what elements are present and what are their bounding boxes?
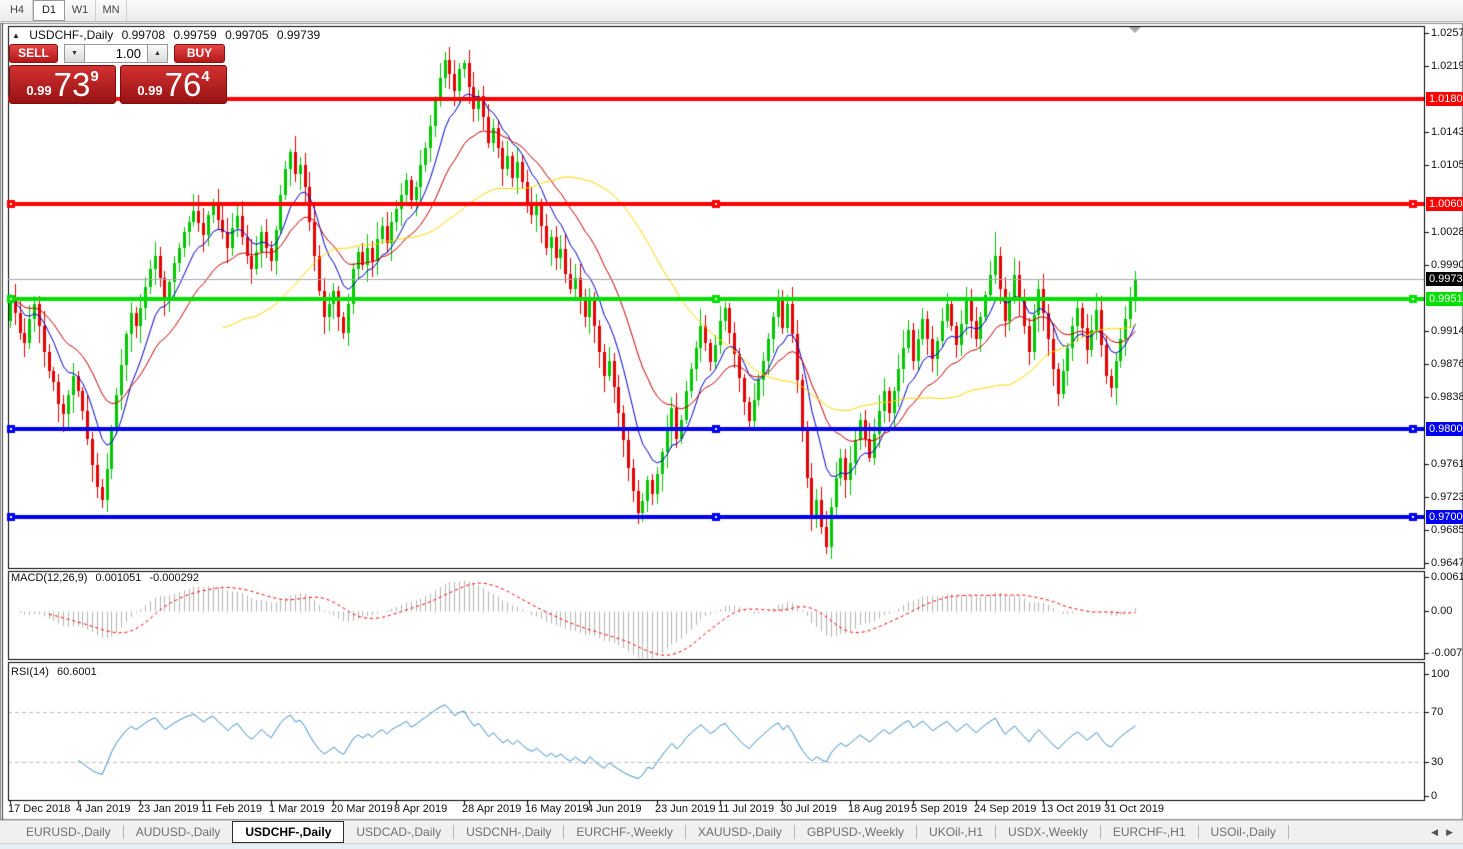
timeframe-h4[interactable]: H4 xyxy=(2,0,33,21)
symbol-tab-eurchf-weekly[interactable]: EURCHF-,Weekly xyxy=(576,825,673,839)
symbol-tab-eurchf-h1[interactable]: EURCHF-,H1 xyxy=(1112,825,1186,839)
symbol-tab-gbpusd-weekly[interactable]: GBPUSD-,Weekly xyxy=(806,825,905,839)
one-click-trading-panel: SELL ▼ 1.00 ▲ BUY 0.99 73 9 0.99 76 4 xyxy=(9,44,231,104)
volume-increase-button[interactable]: ▲ xyxy=(147,44,168,63)
sell-price-big: 73 xyxy=(53,66,91,103)
timeframe-w1[interactable]: W1 xyxy=(65,0,96,21)
timeframe-toolbar: H4 D1 W1 MN xyxy=(0,0,1463,22)
symbol-tab-xauusd-daily[interactable]: XAUUSD-,Daily xyxy=(697,825,782,839)
symbol-tab-usdcad-daily[interactable]: USDCAD-,Daily xyxy=(356,825,442,839)
sell-button[interactable]: SELL xyxy=(9,44,58,63)
symbol-tab-audusd-daily[interactable]: AUDUSD-,Daily xyxy=(135,825,221,839)
buy-price-big: 76 xyxy=(164,66,202,103)
symbol-tab-eurusd-daily[interactable]: EURUSD-,Daily xyxy=(26,825,111,839)
sell-price-pip: 9 xyxy=(90,68,99,85)
symbol-tab-usdx-weekly[interactable]: USDX-,Weekly xyxy=(1008,825,1088,839)
timeframe-mn[interactable]: MN xyxy=(96,0,127,21)
tabs-scroll-right-icon[interactable]: ▶ xyxy=(1446,826,1453,837)
symbol-tab-usdcnh-daily[interactable]: USDCNH-,Daily xyxy=(466,825,552,839)
timeframe-d1[interactable]: D1 xyxy=(33,0,65,21)
sell-price-box[interactable]: 0.99 73 9 xyxy=(9,65,116,104)
symbol-tab-usdchf-daily[interactable]: USDCHF-,Daily xyxy=(232,821,345,843)
volume-input[interactable]: 1.00 xyxy=(85,44,147,63)
buy-button[interactable]: BUY xyxy=(174,44,225,63)
buy-price-pip: 4 xyxy=(201,68,210,85)
volume-decrease-button[interactable]: ▼ xyxy=(64,44,85,63)
sell-price-prefix: 0.99 xyxy=(26,83,52,98)
tabs-scroll-left-icon[interactable]: ◀ xyxy=(1431,826,1439,837)
tab-scroll-arrows: ◀ ▶ xyxy=(1423,821,1463,843)
buy-price-prefix: 0.99 xyxy=(137,83,163,98)
status-strip xyxy=(0,843,1463,849)
symbol-tab-usoil-daily[interactable]: USOil-,Daily xyxy=(1210,825,1276,839)
symbol-tab-ukoil-h1[interactable]: UKOil-,H1 xyxy=(929,825,984,839)
symbol-tabbar: EURUSD-,Daily AUDUSD-,Daily USDCHF-,Dail… xyxy=(0,820,1463,843)
buy-price-box[interactable]: 0.99 76 4 xyxy=(120,65,227,104)
